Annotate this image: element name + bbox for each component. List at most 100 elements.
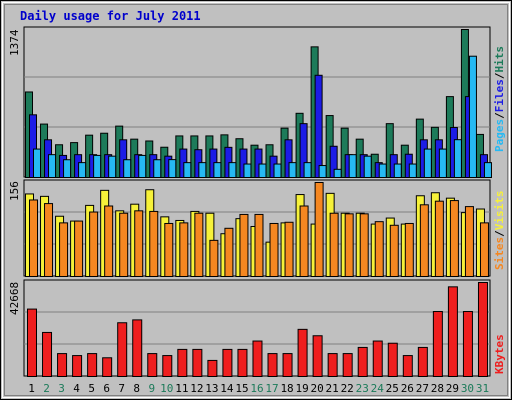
x-tick-label-29: 29 xyxy=(446,382,459,395)
bar-kbytes-day-20 xyxy=(312,335,323,378)
bar-pages-day-21 xyxy=(333,168,342,179)
legend-kbytes: KBytes xyxy=(493,334,506,374)
bar-kbytes-day-10 xyxy=(162,355,173,377)
bar-pages-day-30 xyxy=(468,55,477,178)
x-tick-label-16: 16 xyxy=(250,382,263,395)
x-tick-label-24: 24 xyxy=(371,382,385,395)
bar-pages-day-19 xyxy=(303,162,312,179)
frame-inner-dark xyxy=(4,4,508,396)
bar-kbytes-day-1 xyxy=(27,308,37,378)
bar-kbytes-day-13 xyxy=(207,359,218,378)
bar-sites-day-22 xyxy=(344,213,354,277)
bar-kbytes-day-23 xyxy=(357,346,368,377)
legend-sep-1: / xyxy=(493,112,506,119)
bar-kbytes-day-6 xyxy=(102,357,113,377)
bar-pages-day-20 xyxy=(318,165,327,179)
bar-kbytes-day-22 xyxy=(342,353,353,378)
bar-kbytes-day-19 xyxy=(297,328,308,377)
x-tick-label-6: 6 xyxy=(103,382,110,395)
x-tick-label-14: 14 xyxy=(220,382,234,395)
bar-sites-day-12 xyxy=(194,212,204,278)
legend-hits: Hits xyxy=(493,46,506,73)
bar-kbytes-day-15 xyxy=(237,348,248,377)
bar-sites-day-1 xyxy=(29,199,38,278)
bar-sites-day-23 xyxy=(359,213,369,277)
bar-pages-day-3 xyxy=(63,159,72,179)
bar-sites-day-18 xyxy=(284,221,294,277)
bar-kbytes-day-5 xyxy=(87,353,98,378)
bar-kbytes-day-12 xyxy=(192,348,203,377)
bar-sites-day-20 xyxy=(314,182,324,277)
bar-kbytes-day-30 xyxy=(462,311,473,378)
bar-kbytes-day-18 xyxy=(282,353,293,378)
bar-pages-day-5 xyxy=(93,154,102,179)
bar-sites-day-5 xyxy=(89,211,99,277)
bar-kbytes-day-9 xyxy=(147,353,158,378)
bar-pages-day-2 xyxy=(48,154,57,179)
legend-visits-panel: Sites/Visits xyxy=(493,191,506,271)
ylabel-max-visits: 156 xyxy=(8,181,21,201)
bar-pages-day-8 xyxy=(138,154,147,179)
bar-pages-day-14 xyxy=(228,162,237,179)
legend-files: Files xyxy=(493,79,506,112)
x-tick-label-20: 20 xyxy=(311,382,324,395)
legend-kbytes-panel: KBytes xyxy=(493,334,506,374)
bar-kbytes-day-16 xyxy=(252,340,263,377)
x-tick-label-2: 2 xyxy=(43,382,50,395)
bar-kbytes-day-2 xyxy=(42,331,53,377)
bar-pages-day-1 xyxy=(33,148,41,179)
bar-kbytes-day-26 xyxy=(402,355,413,377)
bar-pages-day-18 xyxy=(288,162,297,179)
bar-pages-day-22 xyxy=(348,154,357,179)
bar-kbytes-day-4 xyxy=(72,355,83,377)
x-tick-label-13: 13 xyxy=(205,382,218,395)
x-tick-label-23: 23 xyxy=(356,382,369,395)
x-tick-label-22: 22 xyxy=(341,382,354,395)
bar-sites-day-28 xyxy=(434,200,444,277)
bar-pages-day-28 xyxy=(438,148,447,179)
svg-text:Sites/Visits: Sites/Visits xyxy=(493,191,506,271)
bar-kbytes-day-25 xyxy=(387,342,398,378)
x-tick-label-28: 28 xyxy=(431,382,444,395)
x-tick-label-5: 5 xyxy=(88,382,95,395)
bar-sites-day-11 xyxy=(179,222,189,277)
bar-pages-day-29 xyxy=(453,139,462,178)
bar-pages-day-11 xyxy=(183,162,192,179)
bar-sites-day-3 xyxy=(59,222,69,277)
chart-title: Daily usage for July 2011 xyxy=(20,9,201,23)
svg-text:Pages/Files/Hits: Pages/Files/Hits xyxy=(493,46,506,152)
bar-sites-day-26 xyxy=(404,222,414,278)
bar-pages-day-25 xyxy=(393,163,402,178)
bar-sites-day-4 xyxy=(74,220,84,277)
bar-sites-day-31 xyxy=(479,222,489,277)
x-tick-label-11: 11 xyxy=(175,382,188,395)
x-tick-label-27: 27 xyxy=(416,382,429,395)
bar-sites-day-21 xyxy=(329,212,339,278)
legend-sep-3: / xyxy=(493,230,506,237)
bar-sites-day-17 xyxy=(269,222,279,278)
bar-kbytes-day-8 xyxy=(132,319,143,378)
x-tick-label-4: 4 xyxy=(73,382,80,395)
bar-pages-day-26 xyxy=(408,163,417,178)
bar-pages-day-24 xyxy=(378,163,387,178)
bar-kbytes-day-21 xyxy=(327,353,338,378)
bar-sites-day-9 xyxy=(149,210,159,277)
legend-visits: Visits xyxy=(493,191,506,231)
bar-pages-day-9 xyxy=(153,159,162,179)
bar-sites-day-19 xyxy=(299,205,309,277)
bar-pages-day-4 xyxy=(78,162,87,179)
bar-kbytes-day-3 xyxy=(57,353,68,378)
bar-sites-day-2 xyxy=(44,203,54,277)
bar-sites-day-13 xyxy=(209,239,219,278)
bar-pages-day-6 xyxy=(108,155,117,178)
bar-kbytes-day-7 xyxy=(117,322,128,377)
bar-sites-day-15 xyxy=(239,213,249,277)
bar-kbytes-day-27 xyxy=(417,346,428,377)
bar-sites-day-24 xyxy=(374,221,384,278)
bar-pages-day-17 xyxy=(273,163,282,178)
bar-sites-day-6 xyxy=(104,205,114,277)
chart-marks: 1 2 3 4 5 6 7 8 9 10 11 12 13 14 15 16 17 18 19 20 21 22 23 24 2… xyxy=(24,29,492,395)
